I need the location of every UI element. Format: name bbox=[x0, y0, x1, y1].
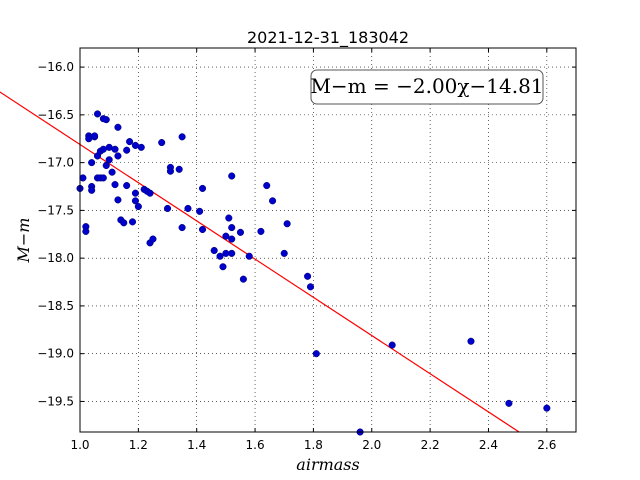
data-point bbox=[239, 275, 247, 283]
x-tick-label: 1.8 bbox=[304, 438, 323, 452]
data-point bbox=[163, 204, 172, 213]
x-tick-label: 2.0 bbox=[362, 438, 381, 452]
x-tick-label: 1.6 bbox=[246, 438, 265, 452]
x-tick-label: 2.2 bbox=[421, 438, 440, 452]
data-point bbox=[196, 207, 204, 215]
data-point bbox=[111, 145, 119, 153]
x-tick-label: 2.4 bbox=[479, 438, 498, 452]
data-point bbox=[126, 138, 134, 146]
data-point bbox=[123, 182, 131, 190]
data-point bbox=[505, 399, 513, 407]
data-point bbox=[123, 146, 131, 154]
data-point bbox=[108, 168, 116, 176]
data-point bbox=[114, 123, 122, 131]
data-point bbox=[306, 283, 315, 291]
plot-area bbox=[80, 48, 576, 432]
data-point bbox=[93, 110, 102, 118]
x-tick-label: 1.0 bbox=[70, 438, 89, 452]
y-tick-label: −17.5 bbox=[37, 203, 74, 217]
data-point bbox=[158, 139, 166, 147]
fit-annotation: M−m = −2.00χ−14.81 bbox=[310, 69, 544, 105]
y-tick-label: −16.0 bbox=[37, 60, 74, 74]
data-point bbox=[304, 272, 312, 280]
y-tick-label: −17.0 bbox=[37, 156, 74, 170]
data-point bbox=[102, 116, 110, 124]
x-tick-label: 2.6 bbox=[537, 438, 556, 452]
plot-frame bbox=[79, 47, 577, 433]
data-point bbox=[198, 225, 207, 234]
data-point bbox=[388, 341, 396, 349]
data-point bbox=[225, 214, 233, 222]
data-point bbox=[210, 246, 218, 255]
data-point bbox=[131, 189, 139, 197]
data-point bbox=[99, 174, 107, 182]
data-point bbox=[114, 196, 122, 204]
data-point bbox=[137, 143, 145, 151]
data-point bbox=[236, 228, 245, 236]
x-axis-ticks: 1.0 1.2 1.4 1.6 1.8 2.0 2.2 2.4 2.6 bbox=[70, 48, 556, 452]
data-point bbox=[228, 235, 236, 243]
data-point bbox=[79, 174, 87, 182]
data-point bbox=[222, 232, 230, 240]
data-point bbox=[111, 181, 119, 189]
annotation-box bbox=[310, 69, 544, 105]
x-axis-label: airmass bbox=[296, 455, 359, 474]
points-layer bbox=[76, 110, 551, 436]
data-point bbox=[263, 182, 271, 190]
data-point bbox=[280, 249, 288, 257]
data-point bbox=[82, 227, 90, 235]
x-tick-label: 1.4 bbox=[187, 438, 206, 452]
data-point bbox=[228, 224, 236, 232]
y-tick-label: −19.5 bbox=[37, 394, 74, 408]
y-axis-ticks: −16.0 −16.5 −17.0 −17.5 −18.0 −18.5 −19.0 −19.5 bbox=[37, 60, 576, 408]
data-point bbox=[105, 156, 113, 164]
fit-line bbox=[0, 91, 520, 433]
data-point bbox=[198, 184, 207, 192]
data-point bbox=[128, 218, 137, 226]
data-point bbox=[102, 161, 110, 170]
data-point bbox=[178, 224, 186, 232]
annotation-text: M−m = −2.00χ−14.81 bbox=[310, 74, 543, 98]
data-point bbox=[228, 249, 236, 257]
data-point bbox=[146, 189, 154, 197]
y-tick-label: −18.0 bbox=[37, 251, 74, 265]
data-point bbox=[120, 219, 128, 227]
data-point bbox=[312, 350, 320, 358]
data-point bbox=[245, 252, 253, 260]
data-point bbox=[114, 152, 122, 160]
data-point bbox=[283, 220, 291, 228]
data-point bbox=[166, 167, 174, 175]
data-point bbox=[175, 165, 183, 173]
data-point bbox=[88, 159, 96, 167]
data-point bbox=[257, 227, 265, 235]
data-point bbox=[269, 197, 277, 205]
data-point bbox=[184, 204, 192, 213]
grid bbox=[80, 48, 576, 432]
data-point bbox=[219, 263, 227, 271]
data-point bbox=[228, 172, 236, 180]
data-point bbox=[149, 235, 157, 243]
data-point bbox=[131, 197, 139, 205]
y-tick-label: −16.5 bbox=[37, 108, 74, 122]
x-tick-label: 1.2 bbox=[129, 438, 148, 452]
data-point bbox=[91, 132, 99, 140]
chart-title: 2021-12-31_183042 bbox=[247, 28, 409, 48]
data-point bbox=[178, 133, 186, 141]
y-axis-label: M−m bbox=[14, 218, 33, 264]
data-point bbox=[467, 337, 475, 345]
data-point bbox=[134, 203, 142, 211]
data-point bbox=[216, 252, 224, 260]
y-tick-label: −19.0 bbox=[37, 347, 74, 361]
data-point bbox=[543, 404, 551, 412]
data-point bbox=[88, 186, 96, 194]
fit-layer bbox=[0, 91, 520, 433]
y-tick-label: −18.5 bbox=[37, 299, 74, 313]
